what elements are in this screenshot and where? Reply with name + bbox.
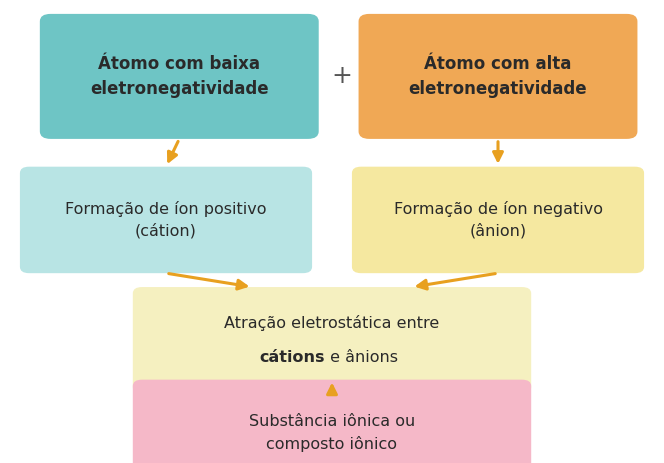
FancyBboxPatch shape	[352, 167, 644, 273]
Text: +: +	[331, 64, 353, 88]
FancyBboxPatch shape	[40, 14, 319, 139]
Text: Átomo com alta
eletronegatividade: Átomo com alta eletronegatividade	[408, 55, 588, 98]
Text: cátions: cátions	[260, 350, 325, 365]
Text: Atração eletrostática entre: Atração eletrostática entre	[224, 315, 440, 331]
Text: Substância iônica ou
composto iônico: Substância iônica ou composto iônico	[249, 414, 415, 451]
FancyBboxPatch shape	[20, 167, 312, 273]
Text: e ânions: e ânions	[325, 350, 398, 365]
Text: Formação de íon positivo
(cátion): Formação de íon positivo (cátion)	[65, 201, 267, 239]
Text: Átomo com baixa
eletronegatividade: Átomo com baixa eletronegatividade	[90, 55, 269, 98]
FancyBboxPatch shape	[359, 14, 637, 139]
FancyBboxPatch shape	[133, 287, 531, 394]
FancyBboxPatch shape	[133, 380, 531, 463]
Text: Formação de íon negativo
(ânion): Formação de íon negativo (ânion)	[394, 201, 602, 239]
